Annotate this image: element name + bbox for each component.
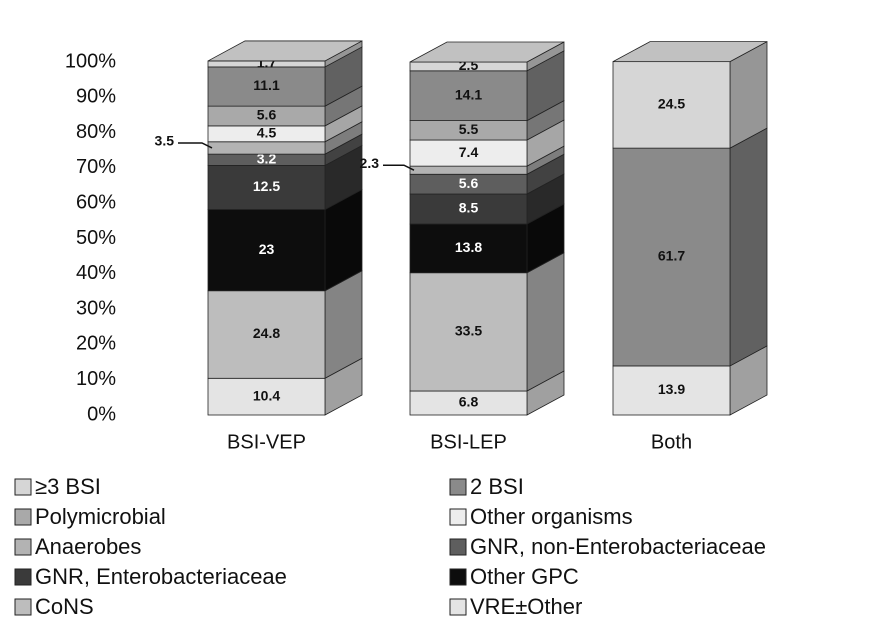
- x-tick-label: BSI-VEP: [227, 431, 306, 453]
- x-tick-label: BSI-LEP: [430, 431, 507, 453]
- x-tick-label: Both: [651, 431, 692, 453]
- legend-label: ≥3 BSI: [35, 474, 101, 499]
- y-tick-label: 30%: [76, 297, 116, 319]
- legend-label: Other organisms: [470, 504, 633, 529]
- callout-line: [178, 142, 213, 149]
- bar-segment: [409, 272, 528, 392]
- value-label: 33.5: [455, 323, 482, 339]
- legend-label: GNR, Enterobacteriaceae: [35, 564, 287, 589]
- legend-swatch: [449, 598, 467, 616]
- value-label: 7.4: [459, 144, 479, 160]
- bar-segment: [409, 165, 528, 175]
- legend-swatch: [14, 598, 32, 616]
- value-label: 24.8: [253, 325, 280, 341]
- bar-top: [612, 41, 768, 63]
- value-label: 61.7: [658, 248, 685, 264]
- y-tick-label: 90%: [76, 86, 116, 108]
- y-tick-label: 0%: [87, 403, 116, 425]
- legend-label: Polymicrobial: [35, 504, 166, 529]
- legend-label: Other GPC: [470, 564, 579, 589]
- legend-label: Anaerobes: [35, 534, 141, 559]
- bar-top: [207, 40, 363, 62]
- value-label: 5.5: [459, 121, 479, 137]
- value-label: 5.6: [459, 175, 479, 191]
- value-label: 4.5: [257, 125, 277, 141]
- legend-swatch: [449, 508, 467, 526]
- value-label: 3.5: [155, 133, 175, 149]
- legend-swatch: [449, 568, 467, 586]
- legend-label: CoNS: [35, 594, 94, 619]
- legend-swatch: [14, 538, 32, 556]
- y-tick-label: 10%: [76, 368, 116, 390]
- y-tick-label: 100%: [65, 50, 116, 72]
- value-label: 12.5: [253, 178, 280, 194]
- bar-segment: [409, 193, 528, 225]
- value-label: 8.5: [459, 200, 479, 216]
- bar-segment: [207, 141, 326, 155]
- y-tick-label: 50%: [76, 227, 116, 249]
- bar-segment: [612, 365, 731, 416]
- value-label: 2.3: [360, 155, 380, 171]
- legend-label: VRE±Other: [470, 594, 582, 619]
- value-label: 5.6: [257, 107, 277, 123]
- value-label: 13.8: [455, 239, 482, 255]
- bar-segment: [409, 223, 528, 274]
- bar-segment: [207, 209, 326, 292]
- y-tick-label: 20%: [76, 333, 116, 355]
- legend-swatch: [449, 538, 467, 556]
- legend-label: 2 BSI: [470, 474, 524, 499]
- y-tick-label: 70%: [76, 156, 116, 178]
- callout-line: [383, 164, 415, 171]
- bar-segment: [612, 147, 731, 367]
- legend-swatch: [14, 508, 32, 526]
- bar-side: [729, 127, 768, 367]
- legend-swatch: [14, 568, 32, 586]
- legend-swatch: [14, 478, 32, 496]
- bar-segment: [207, 290, 326, 379]
- value-label: 10.4: [253, 387, 280, 403]
- value-label: 23: [259, 241, 275, 257]
- legend-label: GNR, non-Enterobacteriaceae: [470, 534, 766, 559]
- bar-segment: [409, 139, 528, 167]
- bar-side: [526, 252, 565, 392]
- value-label: 6.8: [459, 394, 479, 410]
- value-label: 13.9: [658, 381, 685, 397]
- bar-top: [409, 41, 565, 63]
- y-tick-label: 60%: [76, 191, 116, 213]
- y-tick-label: 80%: [76, 121, 116, 143]
- value-label: 24.5: [658, 96, 685, 112]
- bar-segment: [612, 61, 731, 149]
- value-label: 11.1: [253, 77, 280, 93]
- bar-segment: [207, 165, 326, 210]
- bar-segment: [409, 70, 528, 121]
- legend-swatch: [449, 478, 467, 496]
- value-label: 14.1: [455, 86, 482, 102]
- y-tick-label: 40%: [76, 262, 116, 284]
- bar-segment: [207, 377, 326, 416]
